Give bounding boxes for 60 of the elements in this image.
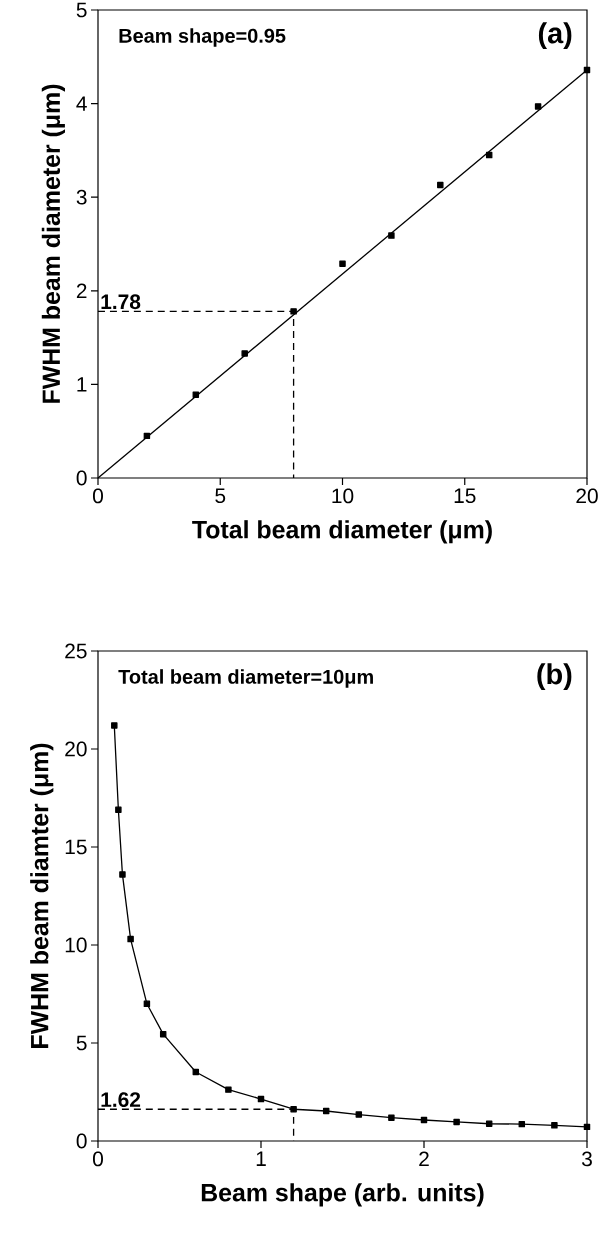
- point: [355, 1111, 363, 1118]
- x-tick-label: 2: [419, 1151, 429, 1167]
- x-tick-label: 15: [454, 488, 476, 504]
- point: [583, 66, 591, 74]
- point: [290, 308, 297, 315]
- point: [551, 1122, 558, 1129]
- x-tick-label: 5: [215, 488, 226, 504]
- annotation: Beam shape=0.95: [119, 28, 286, 47]
- annotation: 1.62: [101, 1092, 141, 1108]
- point: [583, 1123, 591, 1131]
- y-tick-label: 25: [65, 643, 87, 659]
- point: [420, 1116, 428, 1124]
- point: [485, 1120, 493, 1127]
- point: [143, 432, 151, 440]
- point: [485, 151, 493, 159]
- point: [225, 1086, 232, 1093]
- x-tick-label: 10: [332, 488, 354, 504]
- x-tick-label: 1: [256, 1151, 266, 1166]
- annotation: Total beam diameter=10μm: [118, 669, 373, 688]
- x-tick-label: 3: [581, 1151, 592, 1167]
- point: [437, 181, 444, 189]
- y-tick-label: 15: [65, 839, 87, 855]
- y-tick-label: 0: [76, 1133, 87, 1149]
- y-tick-label: 4: [76, 96, 87, 111]
- y-tick-label: 10: [65, 937, 87, 953]
- point: [192, 1068, 200, 1076]
- point: [453, 1118, 460, 1126]
- point: [143, 1000, 151, 1008]
- point: [339, 260, 346, 267]
- y-tick-label: 3: [76, 189, 87, 205]
- annotation: (b): [537, 663, 572, 691]
- y-tick-label: 20: [65, 741, 87, 757]
- point: [322, 1107, 330, 1115]
- point: [192, 391, 200, 398]
- y-tick-label: 0: [76, 470, 87, 486]
- y-axis-title: FWHM beam diamter (μm): [30, 743, 54, 1048]
- point: [241, 350, 248, 357]
- y-tick-label: 2: [76, 283, 87, 299]
- x-tick-label: 20: [576, 488, 598, 504]
- point: [388, 232, 395, 239]
- y-tick-label: 5: [76, 1035, 87, 1051]
- y-tick-label: 1: [77, 377, 87, 392]
- point: [257, 1095, 265, 1103]
- point: [115, 806, 122, 813]
- point: [127, 935, 134, 943]
- y-axis-title: FWHM beam diameter (μm): [41, 84, 66, 403]
- point: [159, 1030, 167, 1038]
- point: [290, 1106, 297, 1113]
- y-tick-label: 5: [76, 2, 87, 18]
- annotation: 1.78: [101, 294, 141, 310]
- x-tick-label: 0: [92, 1151, 103, 1167]
- point: [518, 1120, 526, 1128]
- x-axis-title: Total beam diameter (μm): [192, 520, 492, 544]
- x-axis-title: Beam shape (arb. units): [201, 1183, 484, 1207]
- point: [388, 1114, 395, 1121]
- point: [534, 103, 542, 110]
- annotation: (a): [538, 22, 572, 50]
- point: [119, 871, 126, 878]
- point: [111, 722, 118, 729]
- x-tick-label: 0: [92, 488, 103, 504]
